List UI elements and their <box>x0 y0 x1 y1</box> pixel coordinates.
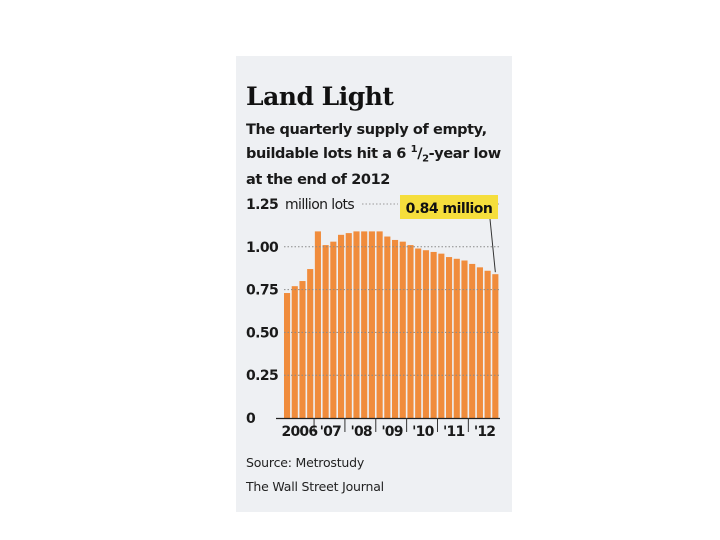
bar <box>299 281 306 418</box>
bar <box>345 233 352 418</box>
subtitle-text: The quarterly supply of empty, buildable… <box>246 122 487 162</box>
x-tick-label: '07 <box>320 424 341 440</box>
bar <box>484 270 491 418</box>
y-tick-label: 0 <box>246 411 256 427</box>
x-tick-label: '08 <box>350 424 371 440</box>
annotation-box <box>400 195 498 219</box>
bar <box>407 245 414 418</box>
chart-subtitle: The quarterly supply of empty, buildable… <box>246 120 508 190</box>
y-tick-label: 0.25 <box>246 368 278 384</box>
y-tick-label: 0.50 <box>246 325 279 341</box>
x-tick-label: '11 <box>443 424 464 440</box>
x-tick-label: 2006 <box>282 424 318 440</box>
fraction-numerator: 1 <box>410 144 418 155</box>
bar <box>307 269 314 418</box>
subtitle-number: 6 <box>396 145 411 162</box>
bar <box>291 286 298 418</box>
x-tick-label: '09 <box>381 424 402 440</box>
bar <box>338 234 345 418</box>
publication-credit: The Wall Street Journal <box>246 479 384 494</box>
annotation-leader-line <box>489 218 496 273</box>
bar <box>392 239 399 418</box>
bar <box>376 231 383 418</box>
bar <box>353 231 360 418</box>
y-tick-label: 1.00 <box>246 240 279 256</box>
bar <box>368 231 375 418</box>
bar <box>461 260 468 418</box>
bar <box>469 263 476 418</box>
chart-title: Land Light <box>246 82 394 111</box>
y-tick-label: 1.25 <box>246 197 278 213</box>
x-tick-label: '10 <box>412 424 434 440</box>
y-tick-label: 0.75 <box>246 283 278 299</box>
fraction-slash: / <box>417 145 423 162</box>
bar <box>399 241 406 418</box>
bar <box>314 231 321 418</box>
chart-card: Land Light The quarterly supply of empty… <box>236 56 512 512</box>
bar <box>476 267 483 418</box>
bar <box>446 257 453 418</box>
subtitle-text-end: -year low at the end of 2012 <box>246 145 501 188</box>
bar <box>361 231 368 418</box>
y-axis-unit: million lots <box>285 197 354 213</box>
annotation-label: 0.84 million <box>406 201 493 217</box>
bar <box>438 253 445 418</box>
bar <box>415 248 422 418</box>
bar <box>430 251 437 418</box>
x-tick-label: '12 <box>474 424 495 440</box>
bar <box>284 293 291 418</box>
bar <box>322 245 329 418</box>
fraction-denominator: 2 <box>422 153 429 165</box>
source-note: Source: Metrostudy <box>246 455 365 470</box>
bar-chart: 0 0.25 0.50 0.75 1.00 1.25 million lots 2006'07… <box>246 195 500 440</box>
bar <box>492 274 499 418</box>
bar <box>422 250 429 418</box>
bar <box>453 258 460 418</box>
bar <box>330 241 337 418</box>
bar <box>384 236 391 418</box>
